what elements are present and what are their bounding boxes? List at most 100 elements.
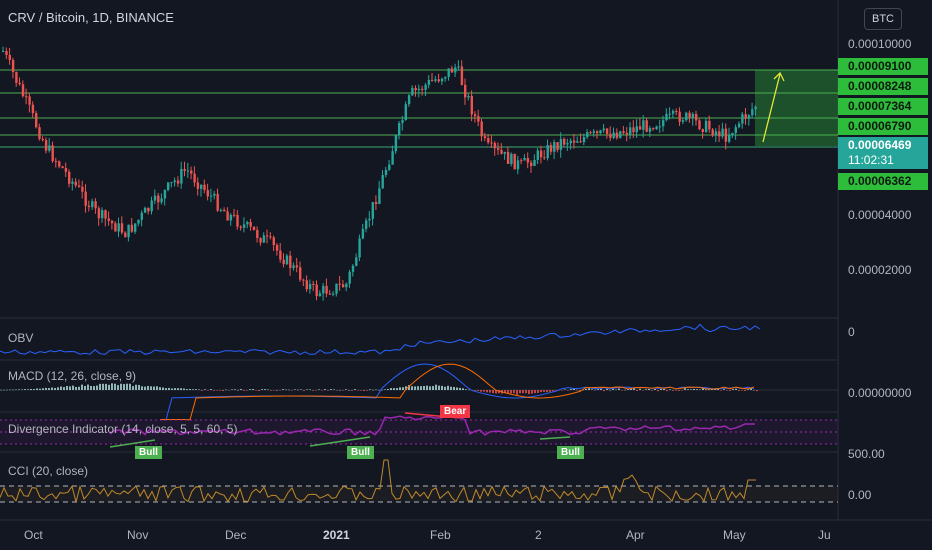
macd-histogram-bar	[453, 386, 455, 390]
macd-histogram-bar	[675, 390, 677, 391]
macd-histogram-bar	[171, 388, 173, 390]
macd-histogram-bar	[174, 388, 176, 390]
candle	[236, 214, 239, 227]
candle	[530, 162, 533, 166]
macd-histogram-bar	[312, 390, 314, 391]
projection-arrow	[762, 73, 781, 143]
macd-histogram-bar	[531, 390, 533, 394]
macd-histogram-bar	[549, 390, 551, 392]
macd-histogram-bar	[648, 388, 650, 390]
macd-histogram-bar	[639, 388, 641, 390]
macd-histogram-bar	[99, 383, 101, 390]
bull-divergence-line	[539, 436, 571, 440]
symbol-title[interactable]: CRV / Bitcoin, 1D, BINANCE	[8, 10, 174, 25]
macd-histogram-bar	[465, 389, 467, 390]
macd-histogram-bar	[279, 390, 281, 391]
macd-histogram-bar	[177, 388, 179, 390]
candle	[437, 79, 440, 82]
macd-histogram-bar	[687, 389, 689, 390]
macd-histogram-bar	[378, 389, 380, 391]
candle	[44, 140, 48, 151]
candle	[394, 135, 398, 152]
macd-histogram-bar	[108, 384, 110, 390]
candle	[134, 223, 137, 232]
candle	[239, 226, 242, 228]
candle	[754, 106, 757, 110]
macd-label[interactable]: MACD (12, 26, close, 9)	[8, 369, 137, 383]
macd-histogram-bar	[666, 390, 668, 392]
candle	[675, 110, 678, 112]
cci-label[interactable]: CCI (20, close)	[8, 464, 89, 478]
candle	[318, 293, 322, 297]
candle	[180, 169, 183, 184]
candle	[497, 148, 500, 150]
macd-histogram-bar	[669, 389, 671, 390]
candle	[368, 218, 371, 221]
candle	[25, 96, 28, 98]
macd-histogram-bar	[678, 390, 680, 391]
macd-histogram-bar	[300, 389, 302, 391]
candle	[440, 78, 444, 82]
macd-histogram-bar	[105, 383, 107, 390]
macd-histogram-bar	[126, 383, 128, 390]
macd-histogram-bar	[336, 390, 338, 391]
candle	[388, 164, 391, 170]
candle	[213, 193, 216, 196]
current-price-value: 0.00006469	[848, 138, 912, 152]
macd-histogram-bar	[246, 390, 248, 391]
candle	[285, 255, 289, 265]
macd-histogram-bar	[426, 385, 428, 390]
macd-histogram-bar	[408, 385, 410, 390]
candle	[365, 220, 368, 229]
macd-histogram-bar	[624, 389, 626, 391]
candle	[566, 143, 569, 145]
macd-histogram-bar	[333, 389, 335, 390]
candle	[543, 157, 546, 159]
candle	[622, 131, 625, 133]
candle	[668, 113, 671, 115]
macd-histogram-bar	[714, 388, 716, 390]
macd-histogram-bar	[390, 388, 392, 390]
time-axis-label: Apr	[626, 528, 645, 542]
candle	[143, 207, 147, 213]
macd-histogram-bar	[237, 389, 239, 391]
candle	[625, 132, 629, 135]
candle	[490, 142, 493, 144]
macd-histogram-bar	[504, 390, 506, 393]
candle	[635, 126, 638, 133]
candle	[229, 214, 233, 221]
candle	[170, 182, 173, 184]
macd-histogram-bar	[93, 386, 95, 390]
candle	[48, 145, 51, 151]
cci-line	[0, 459, 756, 503]
obv-axis-value: 0	[848, 325, 855, 339]
macd-histogram-bar	[306, 389, 308, 390]
candle	[147, 207, 150, 212]
candle	[487, 138, 490, 143]
macd-histogram-bar	[189, 389, 191, 390]
macd-histogram-bar	[132, 386, 134, 390]
macd-histogram-bar	[51, 387, 53, 390]
macd-histogram-bar	[228, 390, 230, 391]
candle	[31, 104, 35, 114]
candle	[8, 54, 11, 61]
candle	[2, 51, 5, 53]
macd-histogram-bar	[273, 390, 275, 391]
candle	[516, 160, 520, 170]
candle	[74, 181, 77, 186]
candle	[427, 79, 431, 85]
candle	[335, 283, 338, 294]
macd-histogram-bar	[24, 389, 26, 390]
macd-histogram-bar	[144, 386, 146, 390]
currency-button[interactable]: BTC	[864, 8, 902, 30]
obv-label[interactable]: OBV	[8, 331, 34, 345]
candle	[107, 218, 110, 221]
macd-histogram-bar	[591, 389, 593, 390]
macd-histogram-bar	[597, 389, 599, 390]
macd-histogram-bar	[486, 390, 488, 393]
current-price-tag: 0.00006469 11:02:31	[838, 137, 928, 169]
candle	[708, 120, 711, 130]
divergence-label[interactable]: Divergence Indicator (14, close, 5, 5, 6…	[8, 422, 238, 436]
candle	[688, 112, 691, 119]
